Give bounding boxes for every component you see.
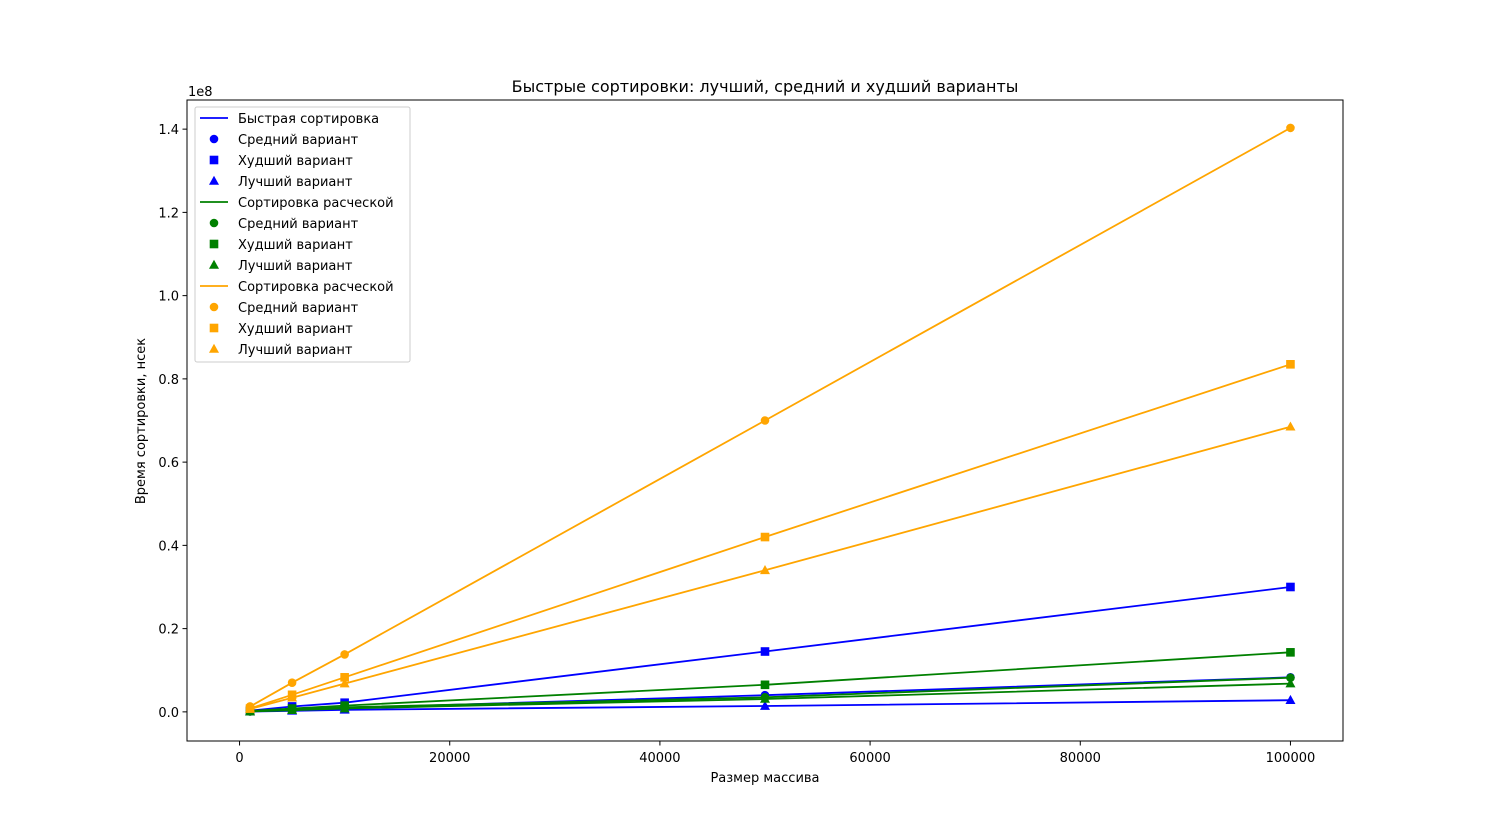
legend: Быстрая сортировка Средний вариант Худший … (194, 106, 411, 363)
y-axis-label: Время сортировки, нсек (134, 338, 149, 504)
legend-marker-swatch (209, 302, 219, 312)
x-tick-label: 0 (235, 751, 243, 766)
data-point-1-1 (760, 680, 770, 690)
legend-marker-swatch (209, 134, 219, 144)
data-point-2-2 (245, 703, 256, 713)
y-tick-label: 0.2 (158, 623, 179, 638)
data-point-0-2 (1285, 694, 1296, 705)
x-tick-label: 80000 (1060, 751, 1101, 766)
data-point-2-0 (760, 416, 770, 425)
x-tick-label: 20000 (429, 751, 470, 766)
legend-entry-label: Средний вариант (238, 217, 359, 232)
legend-marker-swatch (209, 259, 219, 269)
legend-entry-label: Лучший вариант (238, 259, 353, 274)
y-tick-label: 0.8 (158, 373, 179, 388)
y-tick-label: 1.0 (158, 290, 179, 305)
data-point-2-2 (287, 692, 298, 702)
chart-title: Быстрые сортировки: лучший, средний и ху… (512, 77, 1019, 96)
legend-entry-label: Лучший вариант (238, 343, 353, 358)
data-point-2-1 (1286, 360, 1295, 369)
data-point-1-2 (760, 693, 770, 703)
y-offset-text: 1e8 (188, 85, 213, 100)
legend-entry-label: Лучший вариант (238, 175, 353, 190)
data-point-1-1 (1286, 648, 1295, 657)
legend-marker-swatch (209, 239, 219, 249)
data-point-2-0 (287, 678, 297, 688)
data-point-1-2 (1285, 678, 1296, 688)
data-point-1-2 (339, 703, 350, 713)
x-tick-label: 60000 (849, 751, 890, 766)
legend-entry-label: Быстрая сортировка (238, 112, 379, 127)
legend-marker-swatch (209, 343, 219, 353)
plot-area: 0 20000 40000 60000 80000 100000 0.0 0.2 0.4 0.6 0… (158, 99, 1344, 766)
data-point-2-2 (339, 678, 350, 688)
y-tick-label: 0.0 (158, 706, 179, 721)
axes-frame (186, 99, 1344, 742)
data-point-2-2 (760, 565, 770, 575)
y-tick-label: 0.4 (158, 539, 179, 554)
legend-entry-label: Сортировка расческой (238, 280, 394, 295)
legend-marker-swatch (209, 155, 219, 165)
legend-marker-swatch (209, 175, 219, 185)
legend-entry-label: Худший вариант (238, 154, 353, 169)
legend-entry-label: Средний вариант (238, 301, 359, 316)
y-tick-label: 1.2 (158, 206, 179, 221)
y-tick-label: 0.6 (158, 456, 179, 471)
data-point-0-2 (760, 700, 770, 710)
data-point-2-1 (340, 673, 349, 682)
legend-marker-swatch (209, 218, 219, 228)
legend-entry-label: Худший вариант (238, 238, 353, 253)
legend-frame (194, 106, 411, 363)
data-point-1-0 (1286, 673, 1295, 683)
x-tick-label: 100000 (1266, 751, 1316, 766)
x-axis-label: Размер массива (710, 771, 819, 786)
data-point-2-2 (1285, 421, 1296, 431)
data-point-1-2 (287, 704, 298, 714)
data-point-0-1 (1286, 582, 1295, 592)
data-point-2-1 (760, 532, 770, 542)
x-tick-label: 40000 (639, 751, 680, 766)
y-tick-label: 1.4 (158, 123, 179, 138)
data-point-0-1 (760, 647, 770, 656)
legend-entry-label: Худший вариант (238, 322, 353, 337)
data-point-2-0 (1286, 123, 1295, 133)
legend-entry-label: Сортировка расческой (238, 196, 394, 211)
data-point-2-0 (340, 650, 349, 659)
legend-marker-swatch (209, 323, 219, 333)
legend-entry-label: Средний вариант (238, 133, 359, 148)
